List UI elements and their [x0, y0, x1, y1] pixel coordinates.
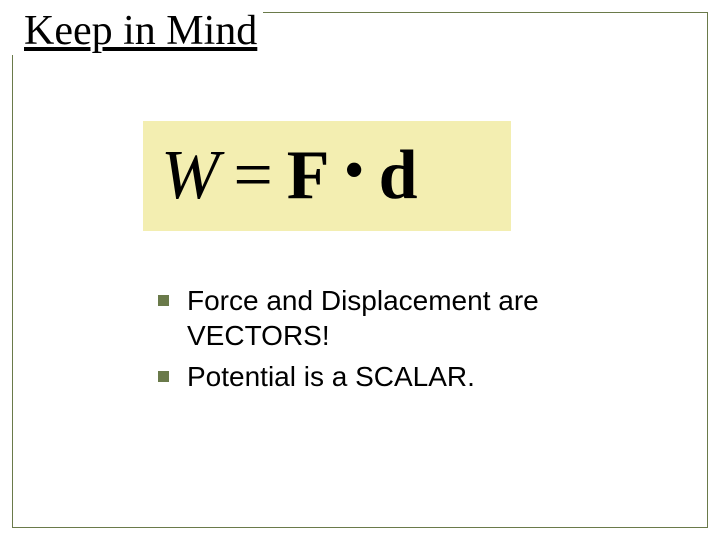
- bullet-text: Potential is a SCALAR.: [187, 359, 475, 394]
- bullet-text: Force and Displacement are VECTORS!: [187, 283, 647, 353]
- page-title: Keep in Mind: [24, 7, 257, 55]
- eq-dot: •: [344, 136, 365, 205]
- eq-equals: =: [233, 136, 272, 216]
- list-item: Potential is a SCALAR.: [158, 359, 647, 394]
- eq-W: W: [161, 136, 219, 216]
- eq-d: d: [379, 136, 418, 216]
- bullet-list: Force and Displacement are VECTORS! Pote…: [158, 283, 647, 400]
- eq-F: F: [287, 136, 330, 216]
- list-item: Force and Displacement are VECTORS!: [158, 283, 647, 353]
- slide-frame: Keep in Mind W = F • d Force and Displac…: [12, 12, 708, 528]
- equation-box: W = F • d: [143, 121, 511, 231]
- title-wrap: Keep in Mind: [12, 7, 263, 55]
- bullet-icon: [158, 371, 169, 382]
- bullet-icon: [158, 295, 169, 306]
